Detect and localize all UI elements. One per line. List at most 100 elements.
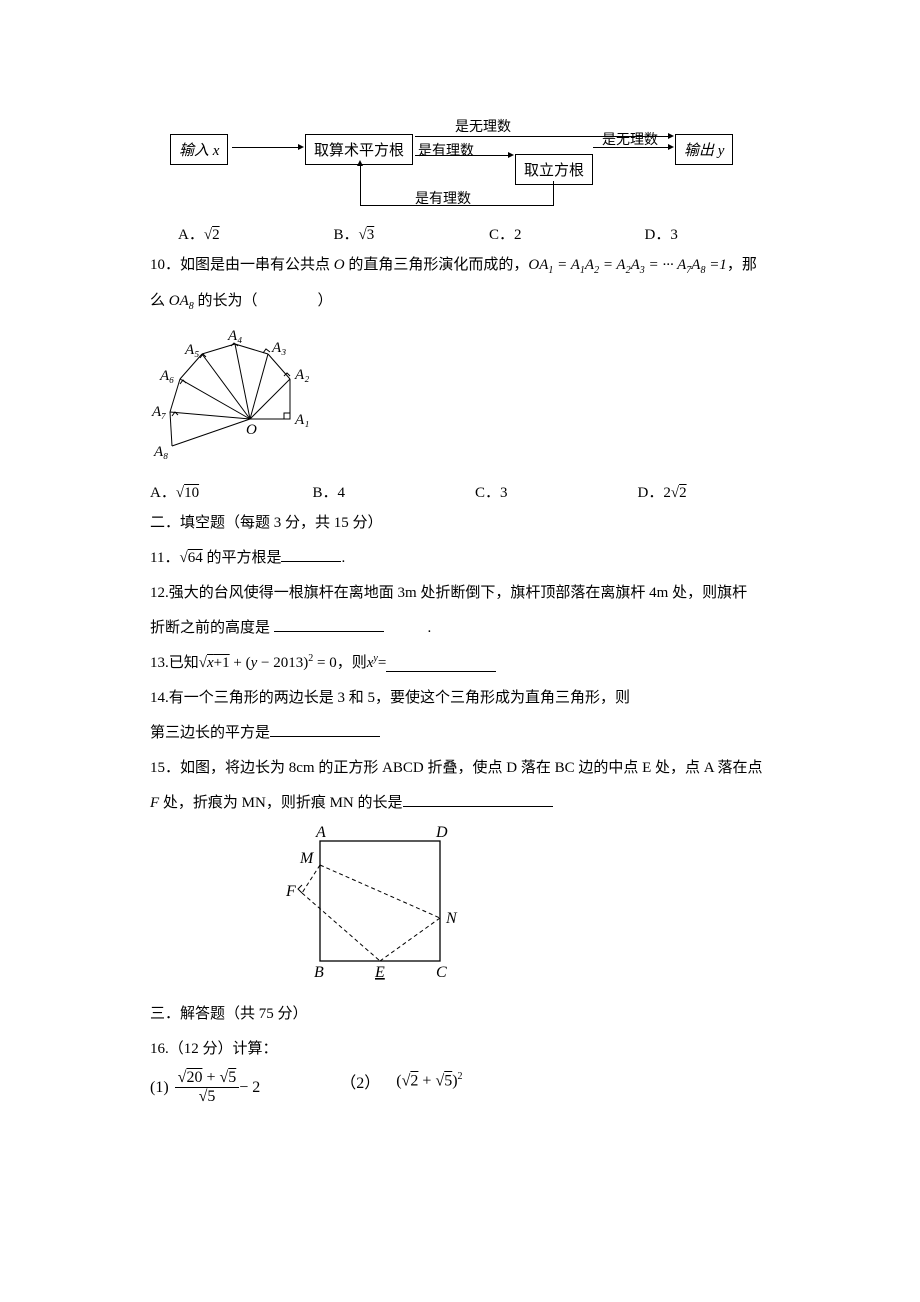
flow-arrow-irr-top-head [668,133,674,139]
q15-blank[interactable] [403,791,553,807]
q16-problems: (1) √20 + √5 √5 − 2 （2） (√2 + √5)2 [150,1069,770,1106]
q9-opt-c: C．2 [489,223,615,244]
flow-arrow-1 [232,147,300,148]
flow-output-box: 输出 y [675,134,733,165]
q10-l2-pre: 么 [150,293,169,309]
q11: 11．√64 的平方根是. [150,545,770,572]
q14-line2: 第三边长的平方是 [150,720,770,747]
page: 输入 x 取算术平方根 是无理数 是有理数 取立方根 是无理数 输出 y [0,0,920,1286]
q11-post: 的平方根是 [203,550,282,566]
q10-label-A4: A₄ [227,328,242,344]
q10-label-A7: A₇ [151,404,166,420]
q12-blank[interactable] [274,616,384,632]
q13-blank[interactable] [386,656,496,672]
q16-p2-label: （2） [340,1069,380,1093]
q10-figure: A₁ A₂ A₃ A₄ A₅ A₆ A₇ A₈ O [150,324,330,464]
flow-cbrt-box: 取立方根 [515,154,593,185]
q12-line2: 折断之前的高度是 . [150,615,770,642]
q10-label-A1: A₁ [294,412,309,428]
q11-sqrt: √64 [179,550,202,566]
flow-output-label: 输出 y [684,143,724,159]
section2-header: 二．填空题（每题 3 分，共 15 分） [150,510,770,537]
q13: 13.已知 √x+1 + (y − 2013)2 = 0 ， 则 xy = [150,650,770,677]
q15-line1: 15．如图，将边长为 8cm 的正方形 ABCD 折叠，使点 D 落在 BC 边… [150,755,770,782]
q15-8cm: 8cm [289,760,315,776]
q12-dot: . [428,620,432,636]
q10-opt-d: D．2√2 [638,481,771,502]
q15-E: E [374,964,385,981]
q10-options: A．√10 B．4 C．3 D．2√2 [150,481,770,502]
q15-B: B [314,964,324,981]
flow-label-rat: 是有理数 [418,140,474,160]
q10-text-mid: 的直角三角形演化而成的， [345,257,529,273]
q11-period: . [341,550,345,566]
q14-line1: 14.有一个三角形的两边长是 3 和 5，要使这个三角形成为直角三角形，则 [150,685,770,712]
q15-l1a: 15．如图，将边长为 [150,760,289,776]
q9-opt-a: A．√2 [178,223,304,244]
q12-l2-text: 折断之前的高度是 [150,620,274,636]
flow-label-irr-top: 是无理数 [455,116,511,136]
q9-opt-b: B．√3 [334,223,460,244]
flow-input-label: 输入 x [179,143,219,159]
q10-label-A5: A₅ [184,342,199,358]
q10-label-A3: A₃ [271,340,286,356]
q10-oa8: OA8 [169,293,194,309]
q13-then: 则 [352,650,367,677]
q12-line1: 12.强大的台风使得一根旗杆在离地面 3m 处折断倒下，旗杆顶部落在离旗杆 4m… [150,580,770,607]
q10-l2-post: 的长为（ ） [194,293,333,309]
q16-p1-frac: √20 + √5 √5 [175,1069,240,1106]
flow-sqrt-label: 取算术平方根 [314,143,404,159]
q10-opt-a: A．√10 [150,481,283,502]
q15-F: F [285,883,296,900]
q10-opt-b: B．4 [313,481,446,502]
q10-line1: 10．如图是由一串有公共点 O 的直角三角形演化而成的，OA1 = A1A2 =… [150,252,770,280]
q15-figure: A D B C E M F N [280,823,470,993]
flow-loop-v2 [360,166,361,206]
flow-arrow-rat-head [508,152,514,158]
q16-p2: （2） (√2 + √5)2 [340,1069,462,1093]
q10-text-pre: 10．如图是由一串有公共点 [150,257,334,273]
q16-header: 16.（12 分）计算： [150,1036,770,1063]
q16-p1-label: (1) [150,1079,169,1097]
q15-C: C [436,964,447,981]
flow-arrow-1-head [298,144,304,150]
q15-l1b: 的正方形 ABCD 折叠，使点 D 落在 BC 边的中点 E 处，点 A 落在点 [315,760,763,776]
q10-label-A2: A₂ [294,367,309,383]
q13-eq: = [378,650,386,677]
q11-pre: 11． [150,550,179,566]
q13-expr: √x+1 + (y − 2013)2 = 0 [199,650,337,677]
q10-eq: OA1 = A1A2 = A2A3 = ··· A7A8 =1 [528,257,726,273]
flow-cbrt-label: 取立方根 [524,163,584,179]
q15-M: M [299,850,315,867]
q13-comma: ， [337,650,352,677]
q10-O: O [334,257,345,273]
q9-opt-d: D．3 [645,223,771,244]
flow-label-irr-r: 是无理数 [602,129,658,149]
q10-opt-c: C．3 [475,481,608,502]
q9-options: A．√2 B．√3 C．2 D．3 [150,223,770,244]
q16-p1: (1) √20 + √5 √5 − 2 [150,1069,260,1106]
q15-D: D [435,824,448,841]
q10-label-A8: A₈ [153,444,168,460]
flow-arrow-irr-r-head [668,144,674,150]
q16-p1-tail: − 2 [239,1079,260,1097]
flow-loop-head [357,160,363,166]
q15-line2: F 处，折痕为 MN，则折痕 MN 的长是 [150,790,770,817]
q15-A: A [315,824,326,841]
q13-pre: 13.已知 [150,650,199,677]
q16-p2-expr: (√2 + √5)2 [396,1071,462,1090]
q13-xy: xy [367,650,378,677]
q15-N: N [445,910,458,927]
q10-label-O: O [246,422,257,438]
q14-l2-text: 第三边长的平方是 [150,725,270,741]
q10-text-post: ，那 [727,257,757,273]
q10-line2: 么 OA8 的长为（ ） [150,288,770,316]
q10-label-A6: A₆ [159,368,174,384]
flow-loop-label: 是有理数 [415,188,471,208]
q14-blank[interactable] [270,721,380,737]
flowchart: 输入 x 取算术平方根 是无理数 是有理数 取立方根 是无理数 输出 y [170,100,730,215]
section3-header: 三．解答题（共 75 分） [150,1001,770,1028]
flow-loop-v1 [553,181,554,205]
q11-blank[interactable] [281,546,341,562]
flow-input-box: 输入 x [170,134,228,165]
